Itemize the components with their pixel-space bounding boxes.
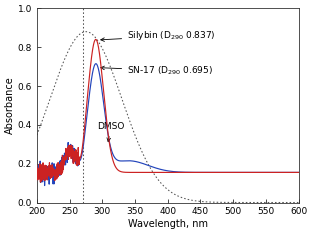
Text: DMSO: DMSO: [97, 122, 124, 142]
X-axis label: Wavelength, nm: Wavelength, nm: [128, 219, 208, 229]
Text: Silybin (D$_{290}$ 0.837): Silybin (D$_{290}$ 0.837): [101, 29, 216, 42]
Y-axis label: Absorbance: Absorbance: [5, 77, 15, 134]
Text: SN-17 (D$_{290}$ 0.695): SN-17 (D$_{290}$ 0.695): [101, 64, 213, 77]
